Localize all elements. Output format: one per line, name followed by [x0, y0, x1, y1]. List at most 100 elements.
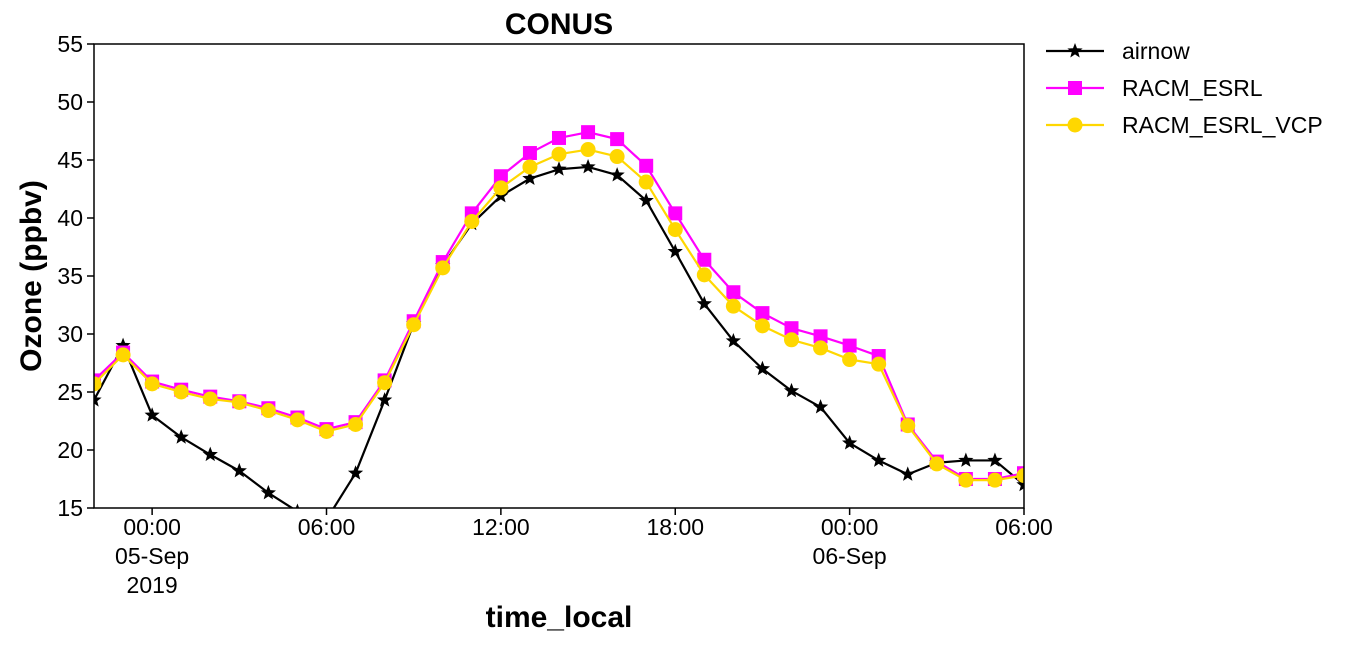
x-tick-label: 00:00	[821, 514, 879, 540]
plot-series	[94, 125, 1024, 508]
data-point-airnow	[900, 466, 916, 481]
y-tick-label: 20	[57, 437, 83, 463]
data-point-airnow	[377, 392, 393, 407]
data-point-airnow	[696, 295, 712, 311]
x-tick-label: 06-Sep	[813, 543, 887, 569]
data-point-airnow	[144, 407, 160, 422]
data-point-racm-esrl	[522, 146, 537, 161]
data-point-racm-esrl-vcp	[609, 149, 625, 165]
data-point-racm-esrl	[842, 338, 857, 353]
data-point-racm-esrl	[581, 125, 596, 140]
plot-frame	[93, 43, 1025, 509]
data-point-airnow	[812, 399, 829, 414]
data-point-racm-esrl-vcp	[202, 391, 218, 407]
data-point-airnow	[1016, 476, 1024, 492]
data-point-airnow	[260, 484, 276, 500]
data-point-airnow	[754, 360, 771, 376]
data-point-racm-esrl-vcp	[144, 376, 160, 392]
data-point-racm-esrl-vcp	[813, 340, 829, 356]
data-point-airnow	[842, 435, 858, 450]
data-point-racm-esrl-vcp	[871, 356, 887, 372]
data-point-airnow	[580, 158, 596, 174]
data-point-airnow	[638, 192, 654, 208]
x-tick-label: 12:00	[472, 514, 530, 540]
legend-item-racm-esrl: RACM_ESRL	[1046, 75, 1263, 101]
data-point-racm-esrl	[755, 306, 770, 321]
y-axis-ticks: 15 20 25 30 35 40 45 50 55	[57, 31, 94, 521]
data-point-racm-esrl-vcp	[435, 260, 451, 276]
data-point-racm-esrl-vcp	[725, 298, 741, 314]
data-point-airnow	[94, 392, 102, 407]
data-point-racm-esrl-vcp	[1016, 468, 1024, 484]
y-tick-label: 40	[57, 205, 83, 231]
data-point-racm-esrl	[552, 130, 566, 145]
series-racm-esrl-vcp	[94, 142, 1024, 488]
data-point-racm-esrl-vcp	[493, 180, 509, 196]
x-tick-label: 06:00	[995, 514, 1053, 540]
x-tick-label: 18:00	[646, 514, 704, 540]
data-point-airnow	[987, 452, 1003, 467]
data-point-racm-esrl-vcp	[377, 375, 393, 391]
data-point-racm-esrl-vcp	[929, 456, 945, 472]
data-point-racm-esrl-vcp	[319, 423, 334, 439]
series-line-airnow	[94, 165, 1024, 508]
y-tick-label: 25	[57, 379, 83, 405]
legend-label: RACM_ESRL	[1122, 75, 1263, 101]
y-axis-label: Ozone (ppbv)	[15, 180, 48, 372]
legend-label: airnow	[1122, 38, 1190, 64]
data-point-racm-esrl	[610, 132, 625, 147]
data-point-racm-esrl-vcp	[522, 159, 538, 175]
data-point-racm-esrl-vcp	[580, 142, 596, 158]
series-airnow	[94, 158, 1024, 508]
legend: airnow RACM_ESRL RACM_ESRL_VCP	[1046, 38, 1323, 138]
x-axis-label: time_local	[486, 601, 633, 634]
data-point-airnow	[202, 446, 218, 462]
data-point-racm-esrl-vcp	[289, 412, 305, 428]
x-tick-label: 00:00	[123, 514, 181, 540]
data-point-airnow	[958, 452, 974, 467]
data-point-airnow	[173, 429, 189, 444]
series-racm-esrl	[94, 125, 1024, 486]
legend-marker	[1067, 43, 1083, 58]
y-tick-label: 55	[57, 31, 83, 57]
data-point-airnow	[295, 503, 300, 508]
data-point-airnow	[609, 167, 625, 182]
data-point-racm-esrl	[639, 158, 654, 173]
chart-title: CONUS	[505, 8, 613, 41]
data-point-racm-esrl-vcp	[94, 376, 102, 392]
data-point-racm-esrl-vcp	[551, 146, 567, 162]
data-point-racm-esrl-vcp	[348, 416, 364, 432]
data-point-racm-esrl-vcp	[638, 174, 654, 190]
data-point-racm-esrl-vcp	[406, 317, 422, 333]
data-point-airnow	[231, 462, 247, 478]
data-point-airnow	[347, 465, 364, 480]
legend-marker	[1067, 117, 1083, 133]
data-point-racm-esrl	[726, 285, 741, 300]
y-tick-label: 35	[57, 263, 83, 289]
x-axis-ticks: 00:00 05-Sep 2019 06:00 12:00 18:00 00:00 06-Se…	[115, 508, 1053, 598]
legend-item-airnow: airnow	[1046, 38, 1190, 64]
data-point-racm-esrl	[813, 329, 828, 344]
data-point-airnow	[551, 161, 567, 176]
legend-label: RACM_ESRL_VCP	[1122, 112, 1323, 138]
x-tick-label: 05-Sep	[115, 543, 189, 569]
data-point-airnow	[871, 452, 887, 467]
data-point-racm-esrl	[493, 169, 508, 184]
data-point-racm-esrl-vcp	[260, 403, 276, 419]
x-tick-label: 06:00	[298, 514, 356, 540]
x-tick-label: 2019	[127, 572, 178, 598]
data-point-airnow	[667, 243, 683, 259]
data-point-racm-esrl-vcp	[754, 318, 770, 334]
y-tick-label: 50	[57, 89, 83, 115]
data-point-racm-esrl-vcp	[173, 384, 189, 400]
data-point-racm-esrl-vcp	[784, 332, 799, 348]
data-point-racm-esrl-vcp	[958, 472, 974, 488]
y-tick-label: 45	[57, 147, 83, 173]
legend-item-racm-esrl-vcp: RACM_ESRL_VCP	[1046, 112, 1323, 138]
data-point-racm-esrl	[668, 206, 683, 221]
data-point-airnow	[725, 332, 741, 348]
data-point-racm-esrl-vcp	[842, 352, 858, 368]
data-point-racm-esrl-vcp	[231, 394, 247, 410]
data-point-airnow	[783, 382, 800, 398]
